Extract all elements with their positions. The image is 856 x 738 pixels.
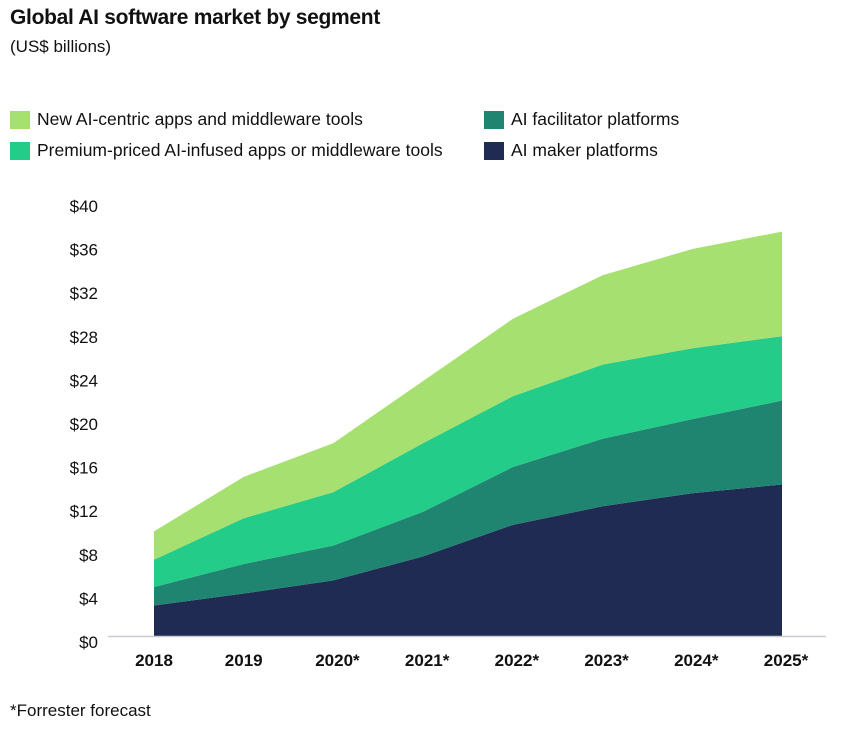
area-series-2: [154, 336, 782, 587]
y-tick-label: $32: [70, 284, 98, 303]
legend-label: AI facilitator platforms: [511, 109, 680, 129]
y-tick-label: $24: [70, 371, 98, 390]
y-tick-label: $12: [70, 502, 98, 521]
footnote: *Forrester forecast: [10, 701, 151, 720]
area-series-3: [154, 231, 782, 560]
y-tick-label: $0: [79, 633, 98, 652]
legend-swatch: [10, 110, 30, 129]
x-tick-label: 2020*: [315, 651, 360, 670]
x-tick-label: 2022*: [495, 651, 540, 670]
legend-swatch: [484, 110, 504, 129]
legend-label: AI maker platforms: [511, 140, 658, 160]
y-tick-label: $4: [79, 589, 98, 608]
legend-item-premium-priced: Premium-priced AI-infused apps or middle…: [10, 140, 443, 161]
x-tick-label: 2021*: [405, 651, 450, 670]
x-tick-label: 2023*: [584, 651, 629, 670]
y-tick-label: $16: [70, 459, 98, 478]
legend-item-maker: AI maker platforms: [484, 140, 658, 161]
y-tick-label: $28: [70, 328, 98, 347]
x-tick-label: 2018: [135, 651, 173, 670]
y-tick-label: $8: [79, 546, 98, 565]
y-tick-label: $20: [70, 415, 98, 434]
legend-item-facilitator: AI facilitator platforms: [484, 109, 679, 130]
y-tick-label: $40: [70, 197, 98, 216]
legend-label: New AI-centric apps and middleware tools: [37, 109, 363, 129]
legend-swatch: [10, 141, 30, 160]
legend-label: Premium-priced AI-infused apps or middle…: [37, 140, 443, 160]
area-series-1: [154, 400, 782, 606]
legend-item-new-ai-centric: New AI-centric apps and middleware tools: [10, 109, 363, 130]
x-tick-label: 2024*: [674, 651, 719, 670]
legend-swatch: [484, 141, 504, 160]
y-tick-label: $36: [70, 241, 98, 260]
chart-subtitle: (US$ billions): [10, 37, 112, 56]
x-tick-label: 2025*: [764, 651, 809, 670]
chart-title: Global AI software market by segment: [10, 6, 381, 29]
area-series-0: [154, 484, 782, 636]
x-tick-label: 2019: [225, 651, 263, 670]
